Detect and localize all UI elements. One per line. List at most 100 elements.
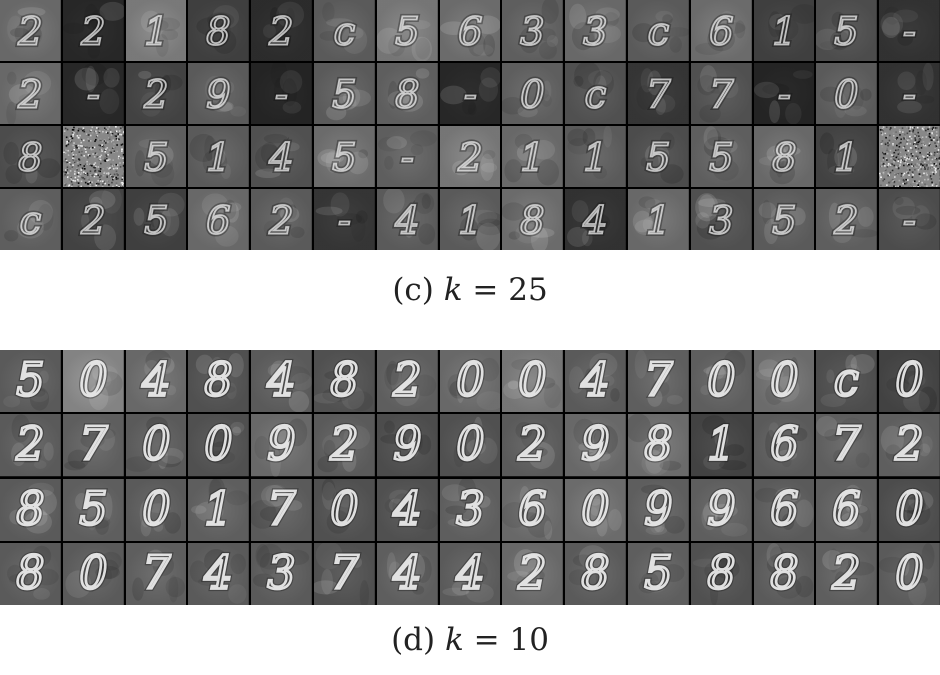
- svg-text:4: 4: [580, 353, 609, 407]
- svg-text:6: 6: [709, 10, 733, 55]
- svg-text:0: 0: [456, 417, 484, 471]
- svg-text:-: -: [87, 73, 100, 118]
- svg-text:2: 2: [15, 417, 44, 471]
- svg-text:5: 5: [144, 199, 168, 244]
- svg-text:-: -: [903, 10, 916, 55]
- svg-text:7: 7: [646, 73, 671, 118]
- svg-text:2: 2: [832, 546, 861, 600]
- svg-text:7: 7: [79, 417, 108, 471]
- svg-text:8: 8: [16, 546, 44, 600]
- svg-text:2: 2: [457, 136, 482, 181]
- svg-text:-: -: [338, 199, 351, 244]
- svg-text:5: 5: [79, 482, 107, 536]
- svg-text:-: -: [463, 73, 476, 118]
- svg-text:c: c: [20, 199, 42, 244]
- svg-text:0: 0: [895, 546, 923, 600]
- svg-text:-: -: [275, 73, 288, 118]
- svg-text:8: 8: [207, 10, 231, 55]
- svg-text:5: 5: [144, 199, 168, 244]
- caption-value: = 25: [472, 272, 548, 308]
- svg-text:5: 5: [646, 136, 671, 181]
- svg-text:1: 1: [458, 199, 482, 244]
- svg-text:-: -: [903, 199, 916, 244]
- svg-text:2: 2: [268, 199, 293, 244]
- svg-text:0: 0: [581, 482, 609, 536]
- svg-text:1: 1: [772, 10, 796, 55]
- svg-text:4: 4: [455, 546, 484, 600]
- svg-text:9: 9: [581, 417, 609, 471]
- svg-text:2: 2: [457, 136, 482, 181]
- svg-text:c: c: [585, 73, 607, 118]
- svg-text:2: 2: [15, 417, 44, 471]
- svg-text:5: 5: [79, 482, 107, 536]
- svg-text:1: 1: [583, 136, 607, 181]
- svg-text:4: 4: [266, 353, 295, 407]
- svg-text:1: 1: [205, 482, 233, 536]
- svg-text:4: 4: [141, 353, 170, 407]
- svg-text:2: 2: [518, 546, 547, 600]
- svg-text:-: -: [903, 10, 916, 55]
- svg-text:9: 9: [707, 482, 735, 536]
- svg-text:1: 1: [458, 199, 482, 244]
- svg-text:8: 8: [707, 546, 735, 600]
- svg-text:-: -: [777, 73, 790, 118]
- svg-text:8: 8: [770, 546, 798, 600]
- filter-tile: [62, 126, 124, 187]
- svg-text:6: 6: [519, 482, 547, 536]
- svg-text:c: c: [834, 353, 859, 407]
- svg-text:2: 2: [80, 10, 105, 55]
- svg-text:5: 5: [646, 136, 671, 181]
- svg-text:0: 0: [79, 353, 107, 407]
- svg-text:0: 0: [895, 353, 923, 407]
- svg-text:7: 7: [833, 417, 862, 471]
- svg-text:2: 2: [80, 199, 105, 244]
- svg-text:1: 1: [835, 136, 859, 181]
- svg-text:4: 4: [392, 546, 421, 600]
- svg-text:0: 0: [895, 546, 923, 600]
- svg-text:2: 2: [143, 73, 168, 118]
- svg-text:1: 1: [707, 417, 735, 471]
- svg-text:8: 8: [395, 73, 419, 118]
- svg-text:6: 6: [709, 10, 733, 55]
- svg-text:7: 7: [142, 546, 171, 600]
- svg-text:5: 5: [332, 73, 357, 118]
- filter-tile: --: [62, 63, 124, 124]
- svg-text:5: 5: [16, 353, 44, 407]
- svg-text:9: 9: [267, 417, 295, 471]
- caption-label: (d): [391, 622, 436, 658]
- filter-tile: --: [313, 189, 375, 250]
- svg-text:4: 4: [268, 136, 293, 181]
- svg-text:2: 2: [268, 10, 293, 55]
- svg-text:5: 5: [772, 199, 796, 244]
- filter-tile: --: [753, 63, 815, 124]
- svg-text:3: 3: [709, 199, 733, 244]
- svg-text:7: 7: [267, 482, 296, 536]
- svg-text:6: 6: [770, 482, 798, 536]
- filter-tile: --: [251, 63, 312, 124]
